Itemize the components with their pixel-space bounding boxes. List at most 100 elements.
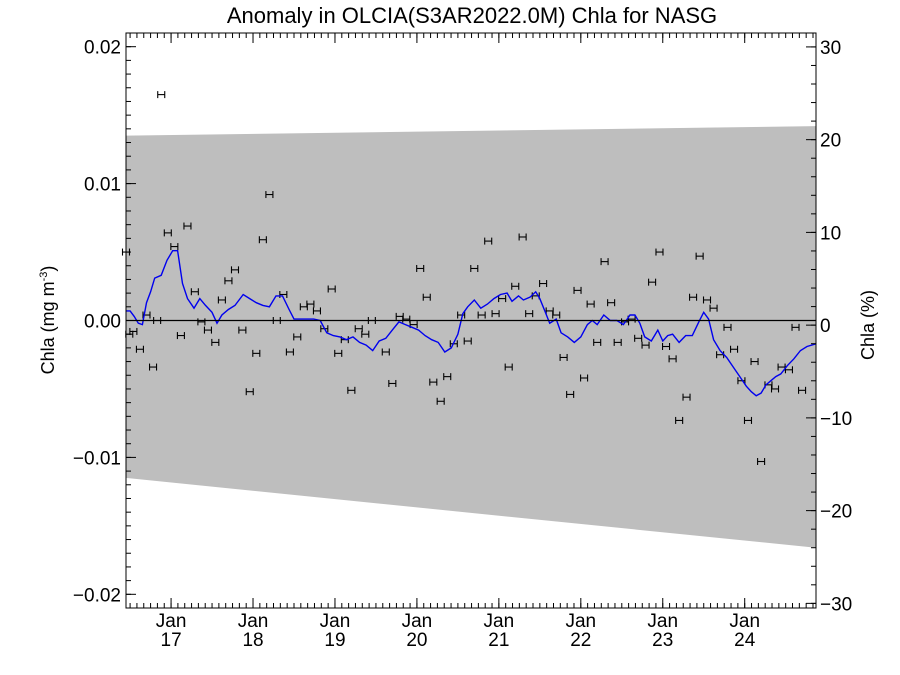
x-tick-label-month: Jan — [484, 611, 515, 632]
trend-line — [126, 249, 817, 397]
data-point — [230, 266, 240, 274]
data-point — [491, 310, 500, 318]
data-point — [600, 258, 609, 266]
data-point — [443, 373, 452, 381]
data-point — [457, 311, 466, 319]
left-y-tick-label: −0.02 — [73, 585, 121, 606]
data-point — [190, 288, 199, 296]
data-point — [743, 416, 753, 424]
data-point — [347, 386, 356, 394]
right-y-tick-label: 10 — [820, 223, 841, 244]
uncertainty-band — [126, 126, 816, 548]
data-point — [723, 323, 732, 331]
data-point — [504, 363, 513, 371]
data-point — [511, 282, 520, 290]
data-point — [203, 326, 212, 334]
data-point — [176, 332, 185, 340]
x-tick-label-month: Jan — [402, 611, 433, 632]
right-y-tick-label: 0 — [820, 316, 831, 337]
data-point — [285, 348, 294, 356]
left-y-tick-label: −0.01 — [73, 448, 121, 469]
data-point — [252, 349, 261, 357]
right-y-axis-title: Chla (%) — [858, 290, 878, 360]
left-y-axis-title: Chla (mg m-3) — [38, 266, 58, 375]
data-point — [682, 393, 691, 401]
data-point — [607, 299, 616, 307]
data-point — [265, 191, 274, 199]
data-point — [798, 386, 807, 394]
data-point — [750, 358, 759, 366]
x-tick-label-year: 22 — [570, 630, 591, 651]
data-point — [648, 278, 657, 286]
data-point — [312, 307, 321, 315]
x-tick-label-year: 18 — [242, 630, 263, 651]
data-points — [121, 91, 807, 466]
data-point — [593, 338, 602, 346]
data-point — [361, 330, 370, 338]
data-point — [197, 318, 206, 326]
data-point — [416, 264, 425, 272]
data-point — [525, 310, 534, 318]
x-tick-label-month: Jan — [238, 611, 269, 632]
data-point — [306, 300, 315, 308]
right-y-tick-label: 20 — [820, 131, 841, 152]
data-point — [655, 248, 664, 256]
data-point — [552, 311, 561, 319]
data-point — [183, 222, 192, 230]
data-point — [573, 286, 582, 294]
data-point — [675, 416, 684, 424]
x-tick-label-month: Jan — [156, 611, 187, 632]
x-tick-label-month: Jan — [565, 611, 596, 632]
data-point — [559, 353, 568, 361]
left-y-axis: 0.02 0.01 0.00 −0.01 −0.02 — [73, 38, 136, 606]
left-y-tick-label: 0.00 — [84, 312, 121, 333]
data-point — [709, 304, 718, 312]
chart-title: Anomaly in OLCIA(S3AR2022.0M) Chla for N… — [227, 3, 717, 28]
data-point — [661, 343, 671, 351]
data-point — [163, 229, 172, 237]
data-point — [334, 349, 343, 357]
data-point — [388, 379, 397, 387]
data-point — [539, 280, 548, 288]
left-y-tick-label: 0.02 — [84, 38, 121, 59]
left-y-axis-title-sup: -3 — [38, 272, 50, 282]
data-point — [293, 333, 302, 341]
data-point — [580, 374, 589, 382]
data-point — [634, 334, 643, 342]
data-point — [157, 91, 166, 99]
data-point — [770, 385, 780, 393]
left-y-axis-title-text: Chla (mg m — [38, 281, 58, 374]
data-point — [217, 296, 226, 304]
data-point — [422, 293, 431, 301]
data-point — [668, 355, 677, 363]
x-tick-label-year: 23 — [652, 630, 673, 651]
data-point — [170, 243, 179, 251]
data-point — [586, 300, 595, 308]
x-tick-label-month: Jan — [320, 611, 351, 632]
data-point — [470, 264, 479, 272]
data-point — [641, 341, 650, 349]
x-tick-label-year: 19 — [324, 630, 345, 651]
plot-area — [121, 91, 817, 548]
data-point — [245, 388, 254, 396]
data-point — [791, 323, 800, 331]
data-point — [211, 338, 220, 346]
right-y-tick-label: −10 — [820, 409, 852, 430]
x-tick-label-year: 21 — [488, 630, 509, 651]
x-tick-label-year: 24 — [734, 630, 756, 651]
data-point — [436, 397, 445, 405]
x-tick-label-year: 17 — [161, 630, 182, 651]
data-point — [148, 363, 158, 371]
left-y-tick-label: 0.01 — [84, 175, 121, 196]
x-tick-label-year: 20 — [406, 630, 427, 651]
data-point — [279, 290, 288, 298]
data-point — [757, 458, 766, 466]
right-y-axis: 30 20 10 0 −10 −20 −30 — [806, 38, 852, 615]
data-point — [730, 345, 739, 353]
right-y-tick-label: −30 — [820, 594, 852, 615]
data-point — [689, 293, 698, 301]
data-point — [695, 252, 704, 260]
data-point — [518, 233, 527, 241]
